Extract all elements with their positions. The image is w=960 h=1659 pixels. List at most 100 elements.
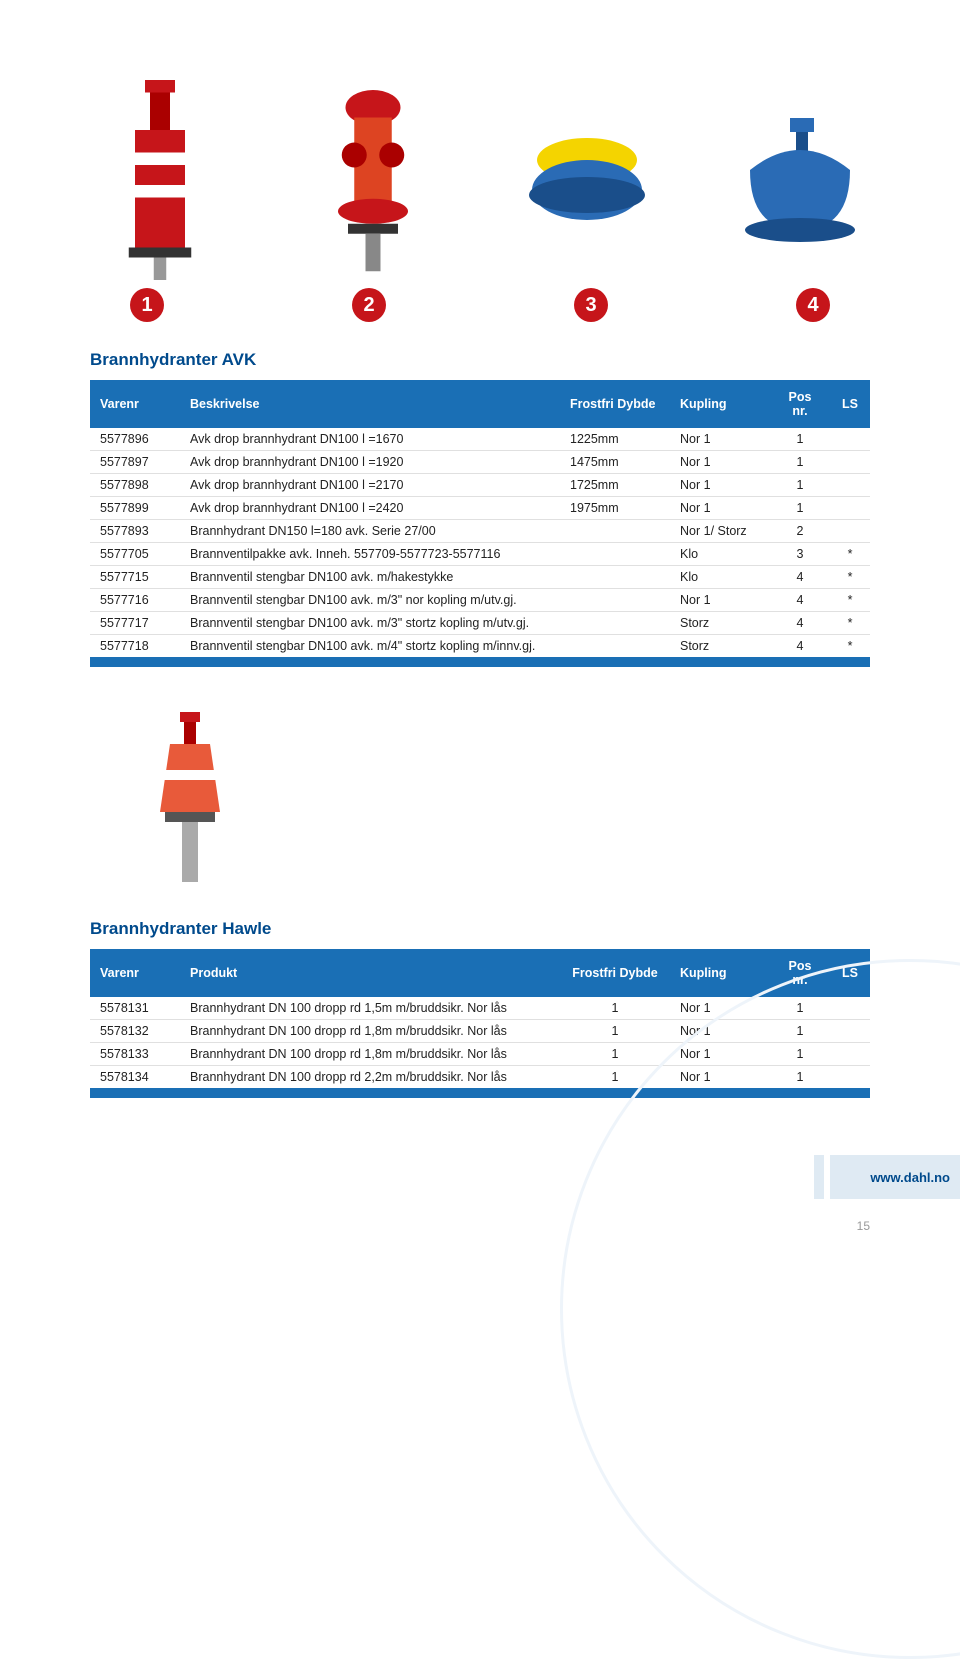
table-cell: Avk drop brannhydrant DN100 l =2420 — [180, 497, 560, 520]
table-cell: Brannhydrant DN 100 dropp rd 1,8m m/brud… — [180, 1043, 560, 1066]
table-hawle: Varenr Produkt Frostfri Dybde Kupling Po… — [90, 949, 870, 1088]
table-cell: 5577893 — [90, 520, 180, 543]
table-row: 5577893Brannhydrant DN150 l=180 avk. Ser… — [90, 520, 870, 543]
table-cell: Avk drop brannhydrant DN100 l =1670 — [180, 428, 560, 451]
table-header-row: Varenr Beskrivelse Frostfri Dybde Kuplin… — [90, 380, 870, 428]
table-cell — [830, 1066, 870, 1089]
table-cell: 5578131 — [90, 997, 180, 1020]
table-cell: 1 — [770, 1020, 830, 1043]
table-row: 5577705Brannventilpakke avk. Inneh. 5577… — [90, 543, 870, 566]
table-cell: 5578132 — [90, 1020, 180, 1043]
table-cell: 5577715 — [90, 566, 180, 589]
table-cell: 1975mm — [560, 497, 670, 520]
table-row: 5577717Brannventil stengbar DN100 avk. m… — [90, 612, 870, 635]
table-cell: 1 — [770, 428, 830, 451]
table-cell — [830, 997, 870, 1020]
table-cell — [560, 543, 670, 566]
table-row: 5578134Brannhydrant DN 100 dropp rd 2,2m… — [90, 1066, 870, 1089]
table-cell — [560, 589, 670, 612]
table-cell: 5577716 — [90, 589, 180, 612]
table-cell: Brannhydrant DN 100 dropp rd 1,8m m/brud… — [180, 1020, 560, 1043]
product-image-2 — [303, 20, 443, 280]
table-cell: Nor 1 — [670, 1066, 770, 1089]
table-cell: * — [830, 635, 870, 658]
table-cell: 1 — [560, 1043, 670, 1066]
th-kupling: Kupling — [670, 949, 770, 997]
table-cell: 5578134 — [90, 1066, 180, 1089]
table-row: 5578132Brannhydrant DN 100 dropp rd 1,8m… — [90, 1020, 870, 1043]
table-cell: Nor 1 — [670, 997, 770, 1020]
table-cell: Storz — [670, 635, 770, 658]
badge-4: 4 — [796, 288, 830, 322]
valve-icon — [517, 80, 657, 280]
table-cell: Brannventilpakke avk. Inneh. 557709-5577… — [180, 543, 560, 566]
th-produkt: Produkt — [180, 949, 560, 997]
table-cell — [830, 520, 870, 543]
table-cell: Avk drop brannhydrant DN100 l =2170 — [180, 474, 560, 497]
table-cell: Nor 1 — [670, 451, 770, 474]
page-number: 15 — [857, 1219, 870, 1233]
table-cell: 1225mm — [560, 428, 670, 451]
th-varenr: Varenr — [90, 380, 180, 428]
table-cell: 4 — [770, 612, 830, 635]
hydrant-icon — [90, 80, 230, 280]
table-cell: Brannventil stengbar DN100 avk. m/3" sto… — [180, 612, 560, 635]
table-cell: 1 — [560, 1020, 670, 1043]
footer-bar-small — [814, 1155, 824, 1199]
table-cell — [830, 474, 870, 497]
table-cell: 5578133 — [90, 1043, 180, 1066]
table-cell: 1 — [770, 451, 830, 474]
table-cell: Brannhydrant DN150 l=180 avk. Serie 27/0… — [180, 520, 560, 543]
table-cell: Brannventil stengbar DN100 avk. m/4" sto… — [180, 635, 560, 658]
table1-footer-bar — [90, 657, 870, 667]
table-cell: 5577718 — [90, 635, 180, 658]
table-cell: 1 — [560, 1066, 670, 1089]
product-image-3 — [517, 20, 657, 280]
footer-link: www.dahl.no — [830, 1155, 960, 1199]
table-cell — [830, 1043, 870, 1066]
table-cell: Nor 1 — [670, 474, 770, 497]
table-cell — [560, 520, 670, 543]
table2-title: Brannhydranter Hawle — [90, 919, 870, 939]
table-cell: 1475mm — [560, 451, 670, 474]
table-header-row: Varenr Produkt Frostfri Dybde Kupling Po… — [90, 949, 870, 997]
table-cell: Klo — [670, 566, 770, 589]
table-cell — [830, 451, 870, 474]
table-cell: * — [830, 543, 870, 566]
th-ls: LS — [830, 949, 870, 997]
table2-footer-bar — [90, 1088, 870, 1098]
table-cell: Nor 1 — [670, 1020, 770, 1043]
table-cell: Brannventil stengbar DN100 avk. m/hakest… — [180, 566, 560, 589]
table-cell: Storz — [670, 612, 770, 635]
table-row: 5577899Avk drop brannhydrant DN100 l =24… — [90, 497, 870, 520]
th-frostfri: Frostfri Dybde — [560, 380, 670, 428]
badge-3: 3 — [574, 288, 608, 322]
table-cell — [830, 428, 870, 451]
table-cell: 1725mm — [560, 474, 670, 497]
table-cell: 1 — [560, 997, 670, 1020]
th-posnr: Pos nr. — [770, 380, 830, 428]
table-cell: Nor 1 — [670, 497, 770, 520]
table-cell: Nor 1 — [670, 428, 770, 451]
th-varenr: Varenr — [90, 949, 180, 997]
table-cell — [560, 566, 670, 589]
product-image-4 — [730, 20, 870, 280]
table-avk: Varenr Beskrivelse Frostfri Dybde Kuplin… — [90, 380, 870, 657]
table-row: 5577897Avk drop brannhydrant DN100 l =19… — [90, 451, 870, 474]
table-cell — [830, 1020, 870, 1043]
table-row: 5578133Brannhydrant DN 100 dropp rd 1,8m… — [90, 1043, 870, 1066]
table-cell: 1 — [770, 1043, 830, 1066]
table-cell: Brannhydrant DN 100 dropp rd 2,2m m/brud… — [180, 1066, 560, 1089]
table-row: 5577898Avk drop brannhydrant DN100 l =21… — [90, 474, 870, 497]
th-ls: LS — [830, 380, 870, 428]
badge-row: 1 2 3 4 — [130, 288, 830, 322]
product-image-1 — [90, 20, 230, 280]
table-cell: 1 — [770, 474, 830, 497]
table-cell: 1 — [770, 997, 830, 1020]
table-cell: 4 — [770, 566, 830, 589]
table-cell: 5577897 — [90, 451, 180, 474]
table-cell: Avk drop brannhydrant DN100 l =1920 — [180, 451, 560, 474]
table-cell: 4 — [770, 589, 830, 612]
table-cell: 1 — [770, 497, 830, 520]
table-cell: 4 — [770, 635, 830, 658]
